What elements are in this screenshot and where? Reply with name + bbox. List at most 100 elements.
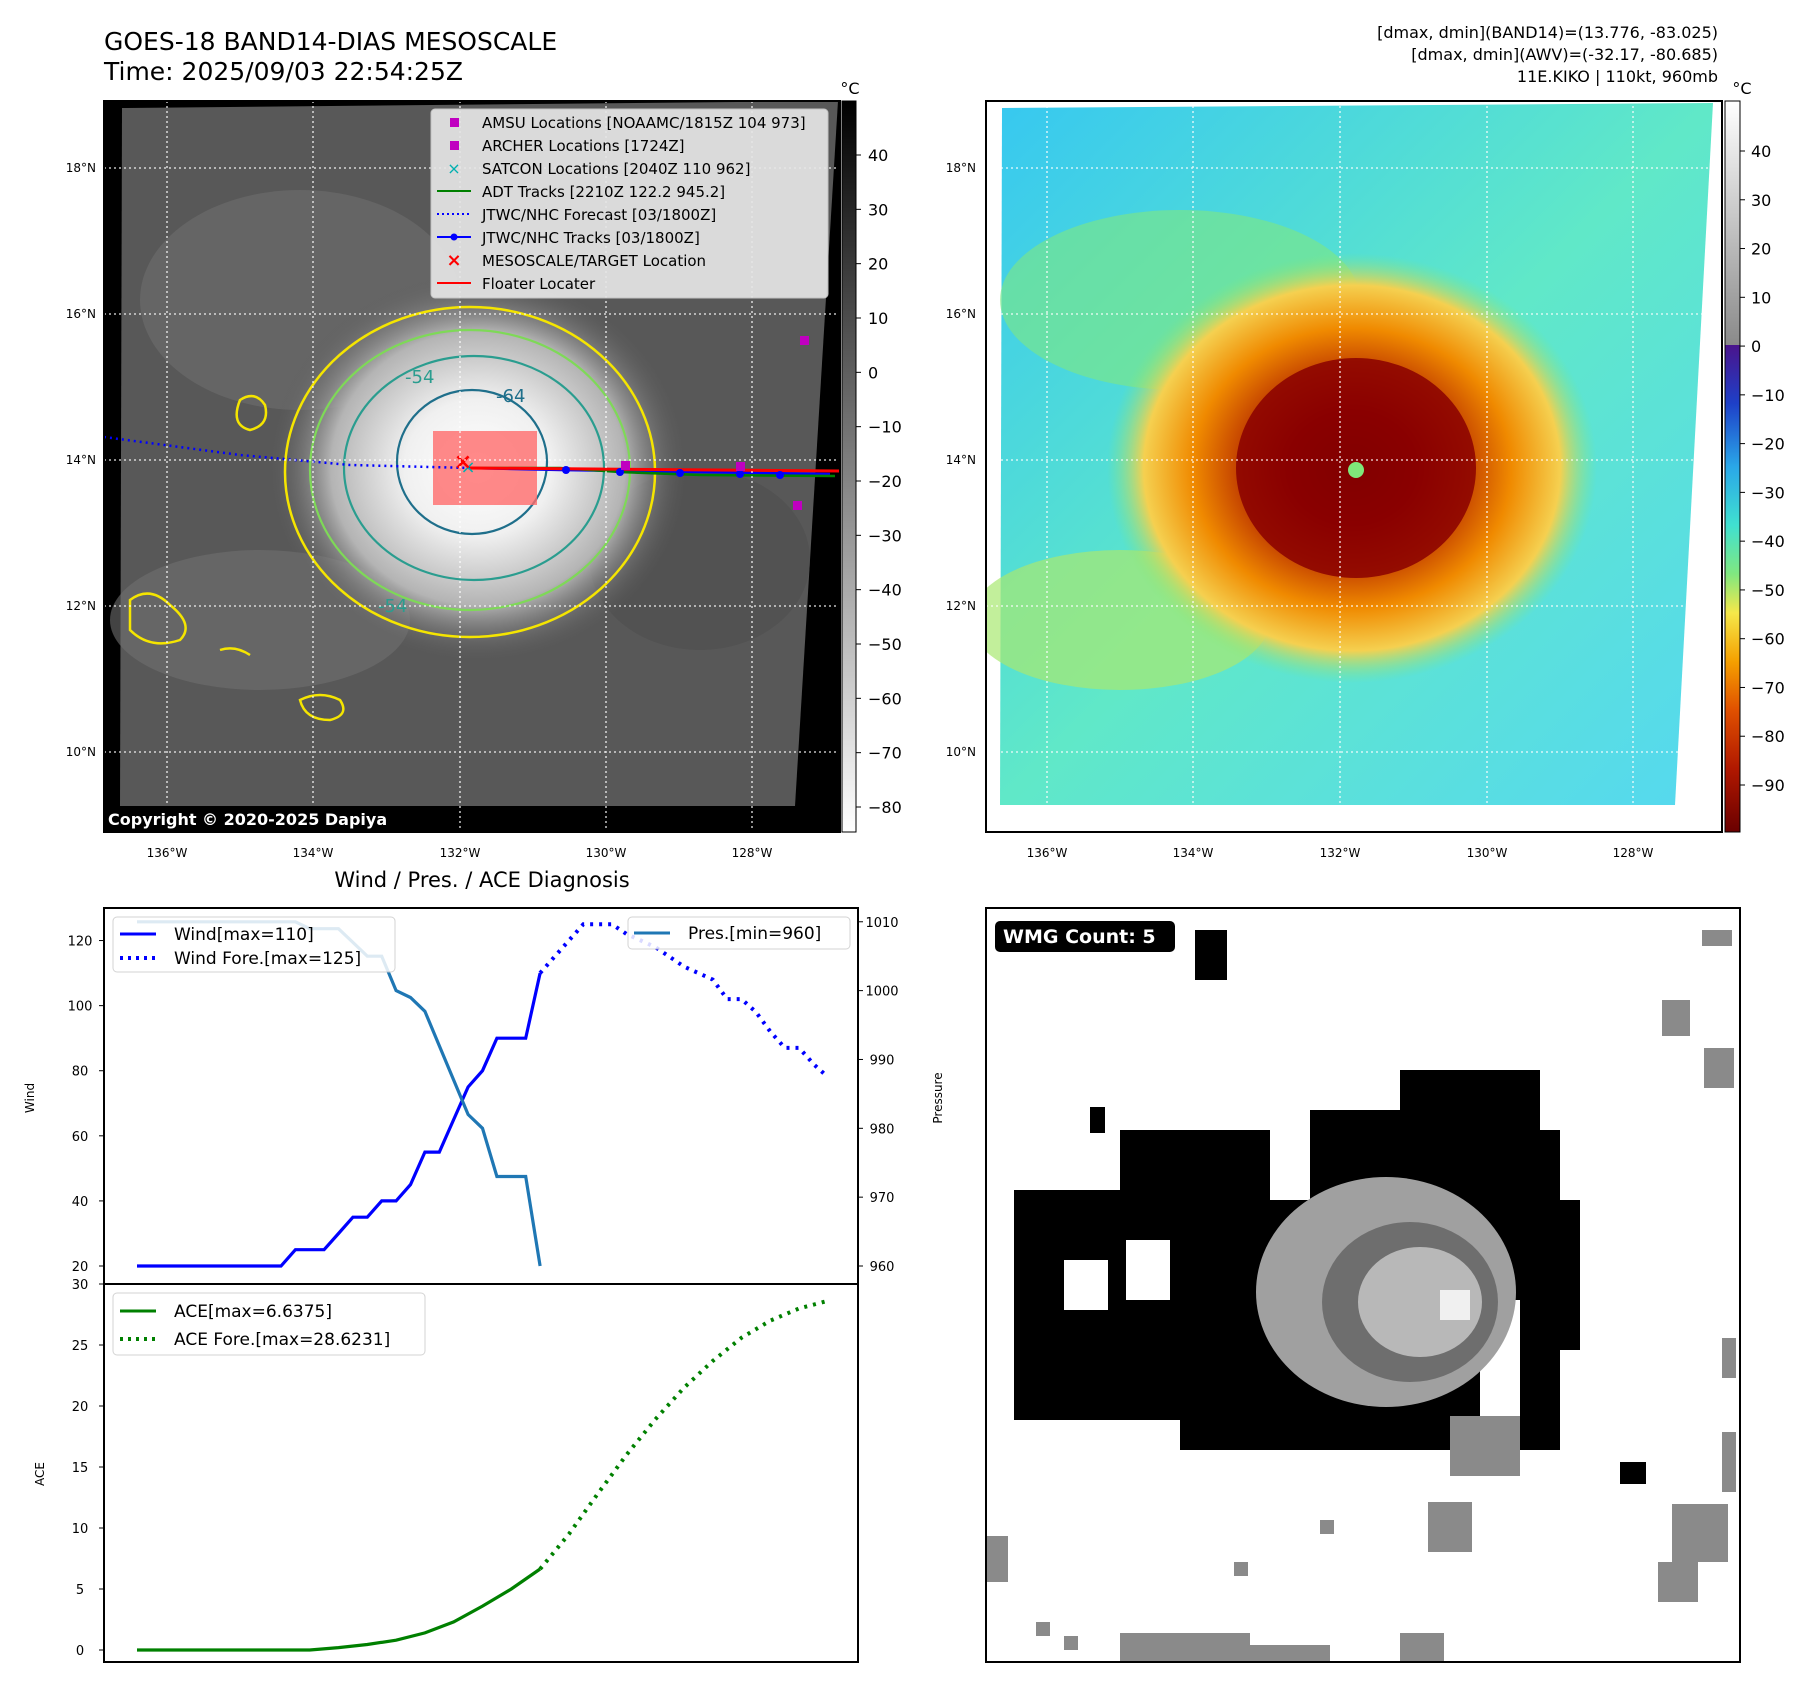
archer-marker bbox=[736, 462, 745, 471]
contour-yellow-cell bbox=[298, 693, 345, 722]
lon-tick-label: 136°W bbox=[1027, 846, 1068, 860]
colorbar-tick-label: −80 bbox=[868, 798, 902, 817]
right-colorbar-unit: °C bbox=[1732, 79, 1751, 98]
left-colorbar bbox=[841, 100, 857, 833]
ace-tick-label: 5 bbox=[76, 1583, 84, 1598]
legend-archer-label: ARCHER Locations [1724Z] bbox=[482, 137, 685, 155]
wmg-gray-patch bbox=[1702, 930, 1732, 946]
lat-tick-label: 12°N bbox=[946, 599, 976, 613]
right-colorbar-ticks: 40 30 20 10 0 −10 −20 −30 −40 −50 −60 −70 −80 −90 bbox=[1740, 142, 1785, 795]
colorbar-tick-label: 30 bbox=[1751, 191, 1771, 210]
pressure-axis-label: Pressure bbox=[931, 1072, 945, 1123]
colorbar-tick-label: 0 bbox=[868, 363, 878, 382]
legend-amsu-swatch bbox=[450, 118, 459, 127]
chart-title: Wind / Pres. / ACE Diagnosis bbox=[334, 868, 629, 892]
lon-tick-label: 130°W bbox=[586, 846, 627, 860]
left-map-axis-labels: 136°W 134°W 132°W 130°W 128°W 18°N 16°N … bbox=[66, 161, 773, 860]
diagnosis-chart: Wind / Pres. / ACE Diagnosis Wind Pressu… bbox=[23, 868, 945, 1663]
lon-tick-label: 134°W bbox=[1173, 846, 1214, 860]
colorbar-tick-label: −60 bbox=[868, 689, 902, 708]
copyright-text: Copyright © 2020-2025 Dapiya bbox=[108, 810, 387, 829]
pressure-tick-label: 1000 bbox=[865, 985, 898, 1000]
wmg-black-cell bbox=[1090, 1107, 1105, 1133]
colorbar-tick-label: 40 bbox=[1751, 142, 1771, 161]
wmg-count-badge bbox=[995, 921, 1175, 952]
colorbar-tick-label: −10 bbox=[1751, 386, 1785, 405]
contour-inner bbox=[395, 388, 549, 536]
legend-forecast-label: JTWC/NHC Forecast [03/1800Z] bbox=[481, 206, 716, 224]
colorbar-tick-label: −50 bbox=[868, 635, 902, 654]
wind-tick-label: 120 bbox=[68, 935, 93, 950]
track-point bbox=[736, 470, 744, 478]
colorbar-tick-label: 0 bbox=[1751, 337, 1761, 356]
lat-tick-label: 10°N bbox=[66, 745, 96, 759]
lon-tick-label: 128°W bbox=[1613, 846, 1654, 860]
legend-adt-label: ADT Tracks [2210Z 122.2 945.2] bbox=[482, 183, 725, 201]
figure-title-line2: Time: 2025/09/03 22:54:25Z bbox=[103, 57, 463, 86]
info-line1: [dmax, dmin](BAND14)=(13.776, -83.025) bbox=[1377, 23, 1718, 42]
right-map-frame bbox=[985, 100, 1723, 833]
amsu-marker bbox=[621, 461, 630, 470]
legend-tracks-dot bbox=[450, 233, 458, 241]
satcon-marker: × bbox=[460, 457, 475, 478]
wmg-black-region bbox=[1560, 1200, 1580, 1350]
colorbar-tick-label: 10 bbox=[1751, 288, 1771, 307]
lon-tick-label: 130°W bbox=[1467, 846, 1508, 860]
colorbar-tick-label: 40 bbox=[868, 146, 888, 165]
wmg-eye bbox=[1440, 1290, 1470, 1320]
wmg-gray-patch bbox=[1250, 1645, 1330, 1662]
wmg-black-cell bbox=[1195, 930, 1227, 980]
colorbar-tick-label: −10 bbox=[868, 418, 902, 437]
lon-tick-label: 132°W bbox=[1320, 846, 1361, 860]
colorbar-tick-label: 20 bbox=[868, 255, 888, 274]
colorbar-tick-label: −20 bbox=[1751, 435, 1785, 454]
contour-label: -64 bbox=[496, 386, 525, 407]
wmg-gray-patch bbox=[1722, 1432, 1736, 1492]
contour-yellow-cell bbox=[235, 394, 268, 432]
contour-yellow-cell bbox=[128, 592, 187, 645]
wmg-gap bbox=[1126, 1240, 1170, 1300]
track-point bbox=[676, 469, 684, 477]
ace-forecast-legend-label: ACE Fore.[max=28.6231] bbox=[174, 1330, 390, 1350]
wmg-gray-patch bbox=[1722, 1338, 1736, 1378]
ace-tick-label: 30 bbox=[72, 1278, 89, 1293]
colorbar-tick-label: −20 bbox=[868, 472, 902, 491]
lat-tick-label: 14°N bbox=[66, 453, 96, 467]
ace-tick-label: 20 bbox=[72, 1400, 89, 1415]
legend-amsu-label: AMSU Locations [NOAAMC/1815Z 104 973] bbox=[482, 114, 806, 132]
wind-forecast-legend-label: Wind Fore.[max=125] bbox=[174, 949, 361, 969]
left-colorbar-unit: °C bbox=[840, 79, 859, 98]
lat-tick-label: 18°N bbox=[66, 161, 96, 175]
colorbar-tick-label: −30 bbox=[868, 526, 902, 545]
wmg-frame-border bbox=[985, 907, 1741, 1663]
wmg-core bbox=[1358, 1247, 1482, 1357]
wind-tick-label: 60 bbox=[72, 1130, 89, 1145]
wmg-black-region bbox=[1520, 1130, 1560, 1450]
map-legend: AMSU Locations [NOAAMC/1815Z 104 973] AR… bbox=[430, 108, 829, 299]
track-point bbox=[776, 471, 784, 479]
wind-tick-label: 40 bbox=[72, 1195, 89, 1210]
wind-tick-label: 100 bbox=[68, 1000, 93, 1015]
wmg-gray-patch bbox=[1658, 1562, 1698, 1602]
target-marker: × bbox=[454, 450, 472, 475]
lat-tick-label: 14°N bbox=[946, 453, 976, 467]
ace-tick-label: 0 bbox=[76, 1644, 84, 1659]
wmg-gray-patch bbox=[986, 1536, 1008, 1582]
colorbar-tick-label: −40 bbox=[868, 581, 902, 600]
wmg-gray-patch bbox=[1704, 1048, 1734, 1088]
copyright-box bbox=[104, 806, 424, 832]
legend-satcon-swatch: × bbox=[447, 159, 460, 178]
right-map-axis-labels: 136°W 134°W 132°W 130°W 128°W 18°N 16°N … bbox=[946, 161, 1654, 860]
series-line-wind-fore- bbox=[538, 922, 830, 1079]
wmg-gray-patch bbox=[1662, 1000, 1690, 1036]
colorbar-tick-label: −90 bbox=[1751, 776, 1785, 795]
wmg-gray-patch bbox=[1120, 1633, 1250, 1662]
wmg-count-label: WMG Count: 5 bbox=[1003, 926, 1156, 948]
lat-tick-label: 12°N bbox=[66, 599, 96, 613]
figure-title-line1: GOES-18 BAND14-DIAS MESOSCALE bbox=[104, 27, 557, 56]
pressure-tick-label: 990 bbox=[870, 1053, 895, 1068]
ace-tick-label: 25 bbox=[72, 1339, 89, 1354]
right-map-grid bbox=[986, 101, 1722, 832]
left-map-frame bbox=[103, 100, 841, 833]
wmg-imagery bbox=[986, 930, 1736, 1662]
